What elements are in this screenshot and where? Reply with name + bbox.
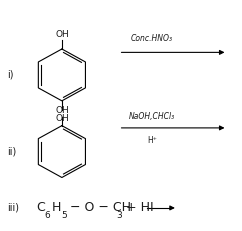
Text: C: C — [36, 201, 45, 214]
Text: NaOH,CHCl₃: NaOH,CHCl₃ — [129, 112, 175, 121]
Text: H⁺: H⁺ — [147, 136, 157, 145]
Text: iii): iii) — [8, 203, 20, 213]
Text: Conc.HNO₃: Conc.HNO₃ — [131, 34, 173, 43]
Text: + HI: + HI — [122, 201, 154, 214]
Text: H: H — [52, 201, 61, 214]
Text: − O − CH: − O − CH — [66, 201, 131, 214]
Text: OH: OH — [55, 114, 69, 123]
Text: 5: 5 — [61, 211, 67, 220]
Text: OH: OH — [55, 30, 69, 39]
Text: ii): ii) — [8, 147, 17, 157]
Text: 6: 6 — [45, 211, 51, 220]
Text: i): i) — [8, 70, 14, 80]
Text: OH: OH — [55, 106, 69, 116]
Text: 3: 3 — [116, 211, 121, 220]
